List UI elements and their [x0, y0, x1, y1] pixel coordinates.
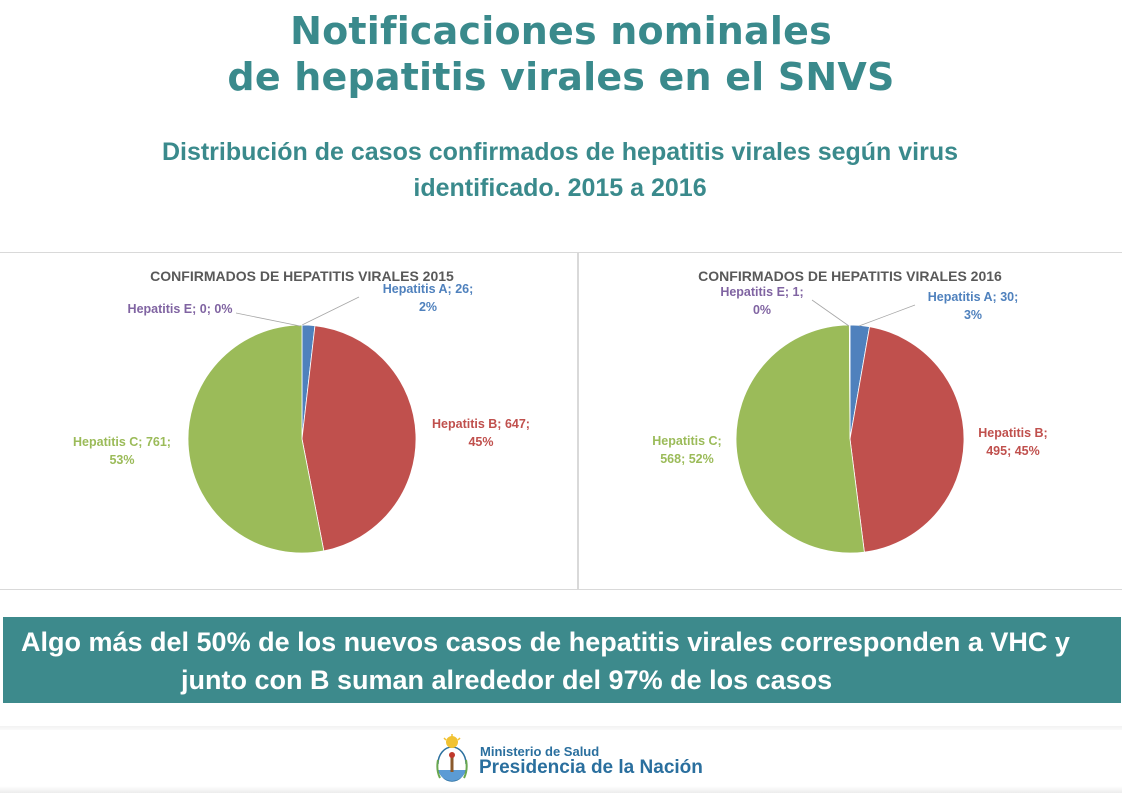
page-title-line1: Notificaciones nominales — [290, 9, 832, 53]
page-subtitle-line2: identificado. 2015 a 2016 — [413, 174, 707, 202]
key-finding-line2: junto con B suman alrededor del 97% de l… — [181, 665, 833, 695]
pie-slice-hepatitis-c-2016 — [735, 324, 865, 554]
leader-line-hepatitis-a-2015 — [301, 296, 360, 326]
key-finding-banner: Algo más del 50% de los nuevos casos de … — [3, 617, 1121, 703]
presidency-name: Presidencia de la Nación — [479, 757, 703, 778]
ministry-name: Ministerio de Salud — [480, 744, 600, 759]
page-title-line2: de hepatitis virales en el SNVS — [227, 55, 895, 99]
pie-chart-2016-svg: CONFIRMADOS DE HEPATITIS VIRALES 2016Hep… — [652, 268, 1048, 554]
data-label-hepatitis-a-2015: Hepatitis A; 26; 2% — [383, 282, 474, 314]
data-label-hepatitis-a-2016: Hepatitis A; 30; 3% — [928, 290, 1019, 322]
page-subtitle: Distribución de casos confirmados de hep… — [60, 134, 1060, 206]
pie-chart-2015: CONFIRMADOS DE HEPATITIS VIRALES 2015 Hep… — [0, 252, 578, 590]
key-finding-line1: Algo más del 50% de los nuevos casos de … — [21, 627, 1070, 657]
data-label-hepatitis-c-2015: Hepatitis C; 761; 53% — [73, 435, 171, 467]
pie-chart-2016: CONFIRMADOS DE HEPATITIS VIRALES 2016 Hep… — [578, 252, 1122, 590]
page-subtitle-line1: Distribución de casos confirmados de hep… — [161, 138, 959, 166]
pie-slice-hepatitis-e-2016 — [848, 324, 851, 440]
chart-title-2016: CONFIRMADOS DE HEPATITIS VIRALES 2016 — [698, 268, 1002, 284]
leader-line-hepatitis-e-2016 — [811, 299, 850, 327]
footer-divider — [0, 726, 1122, 730]
page-title: Notificaciones nominales de hepatitis vi… — [0, 8, 1122, 100]
pie-chart-2015-svg: CONFIRMADOS DE HEPATITIS VIRALES 2015Hep… — [73, 268, 530, 554]
chart-title-2015: CONFIRMADOS DE HEPATITIS VIRALES 2015 — [150, 268, 454, 284]
leader-line-hepatitis-e-2015 — [235, 312, 301, 327]
pie-slice-hepatitis-b-2015 — [301, 325, 417, 552]
pie-slice-hepatitis-c-2015 — [187, 324, 325, 554]
pie-slice-hepatitis-b-2016 — [849, 326, 965, 553]
data-label-hepatitis-e-2016: Hepatitis E; 1; 0% — [720, 285, 803, 317]
data-label-hepatitis-c-2016: Hepatitis C; 568; 52% — [652, 434, 721, 466]
national-coat-of-arms-icon — [436, 734, 468, 782]
data-label-hepatitis-e-2015: Hepatitis E; 0; 0% — [128, 302, 233, 316]
data-label-hepatitis-b-2016: Hepatitis B; 495; 45% — [978, 426, 1047, 458]
footer-bottom-bar — [0, 786, 1122, 793]
data-label-hepatitis-b-2015: Hepatitis B; 647; 45% — [432, 417, 530, 449]
leader-line-hepatitis-a-2016 — [858, 304, 916, 327]
